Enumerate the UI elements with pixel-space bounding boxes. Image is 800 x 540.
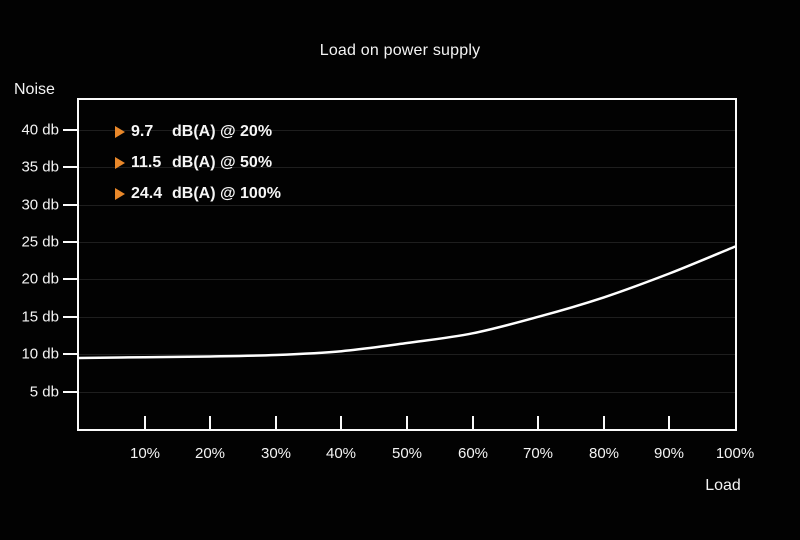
y-axis-tick	[63, 353, 79, 355]
x-axis-tick	[537, 416, 539, 429]
gridline	[79, 354, 735, 355]
x-tick-label: 10%	[129, 445, 161, 462]
gridline	[79, 279, 735, 280]
x-tick-label: 40%	[325, 445, 357, 462]
y-axis-tick	[63, 129, 79, 131]
x-tick-label: 60%	[457, 445, 489, 462]
x-axis-tick	[406, 416, 408, 429]
x-axis-tick	[668, 416, 670, 429]
y-tick-label: 35 db	[21, 158, 59, 176]
y-tick-label: 15 db	[21, 308, 59, 326]
arrow-right-icon	[115, 156, 125, 169]
annotation-value: 11.5	[131, 153, 162, 171]
chart-title: Load on power supply	[319, 42, 481, 59]
y-axis-tick	[63, 166, 79, 168]
annotation-label: dB(A) @ 100%	[172, 184, 281, 202]
x-tick-label: 30%	[260, 445, 292, 462]
x-axis-tick	[340, 416, 342, 429]
annotation-label: dB(A) @ 50%	[172, 153, 273, 171]
gridline	[79, 167, 735, 168]
x-axis-tick	[275, 416, 277, 429]
x-tick-label: 20%	[194, 445, 226, 462]
gridline	[79, 205, 735, 206]
y-axis-label: Noise	[14, 81, 55, 98]
x-tick-label: 70%	[522, 445, 554, 462]
y-tick-label: 25 db	[21, 233, 59, 251]
gridline	[79, 317, 735, 318]
arrow-right-icon	[115, 125, 125, 138]
y-tick-label: 20 db	[21, 270, 59, 288]
y-axis-tick	[63, 278, 79, 280]
x-axis-tick	[144, 416, 146, 429]
annotation-label: dB(A) @ 20%	[172, 122, 273, 140]
plot-area: 40 db 35 db 30 db 25 db 20 db 15 db 10 db 5 db 1…	[21, 98, 754, 462]
y-tick-label: 5 db	[29, 383, 59, 401]
annotation-value: 24.4	[131, 184, 163, 202]
x-tick-label: 50%	[391, 445, 423, 462]
y-tick-label: 40 db	[21, 121, 59, 139]
x-tick-label: 90%	[653, 445, 685, 462]
arrow-right-icon	[115, 187, 125, 200]
x-axis-tick	[603, 416, 605, 429]
gridline	[79, 392, 735, 393]
y-tick-label: 10 db	[21, 345, 59, 363]
gridline	[79, 242, 735, 243]
x-tick-label: 80%	[588, 445, 620, 462]
gridline	[79, 130, 735, 131]
x-axis-tick	[472, 416, 474, 429]
y-axis-tick	[63, 241, 79, 243]
y-axis-tick	[63, 204, 79, 206]
y-axis-tick	[63, 391, 79, 393]
annotation-row: 9.7 dB(A) @ 20%	[115, 116, 281, 147]
y-tick-label: 30 db	[21, 196, 59, 214]
x-tick-label: 100%	[715, 445, 755, 462]
annotation-row: 11.5 dB(A) @ 50%	[115, 147, 281, 178]
annotation-list: 9.7 dB(A) @ 20% 11.5 dB(A) @ 50% 24.4 dB…	[115, 116, 281, 209]
y-axis-tick	[63, 316, 79, 318]
x-axis-label: Load	[705, 477, 741, 494]
noise-curve	[77, 245, 737, 360]
annotation-row: 24.4 dB(A) @ 100%	[115, 178, 281, 209]
x-axis-tick	[209, 416, 211, 429]
annotation-value: 9.7	[131, 122, 154, 140]
noise-curve-path	[77, 245, 737, 360]
